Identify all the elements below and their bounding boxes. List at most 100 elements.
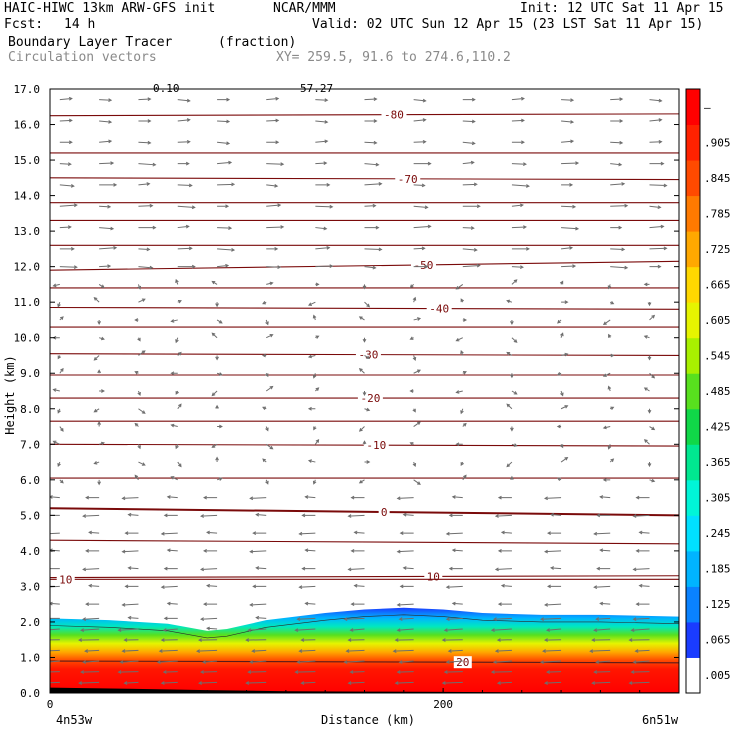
circulation-vector-4-4 [217,182,236,187]
circulation-vector-11-26 [547,584,562,589]
circulation-vector-0-21 [50,495,60,499]
circulation-vector-8-32 [398,660,414,664]
circulation-vector-12-25 [596,566,611,571]
circulation-vector-7-7 [364,247,383,252]
circulation-vector-7-2 [364,140,378,145]
circulation-vector-9-26 [445,585,463,589]
circulation-vector-6-27 [304,601,316,606]
contour-label-14: -10 [366,439,386,452]
circulation-vector-1-16 [93,408,100,413]
circulation-vector-1-3 [99,161,115,165]
circulation-vector-0-28 [50,617,60,619]
circulation-vector-3-2 [177,139,191,144]
colorbar-label-6: .365 [704,456,731,469]
circulation-vector-11-4 [561,183,574,187]
circulation-vector-10-2 [511,140,525,145]
circulation-vector-2-18 [137,444,141,450]
circulation-vector-4-13 [215,355,219,361]
circulation-vector-8-27 [396,602,414,607]
circulation-vector-6-7 [315,246,331,250]
circulation-vector-8-7 [413,246,426,251]
circulation-vector-11-8 [561,264,577,269]
circulation-vector-1-34 [78,681,100,685]
circulation-vector-7-26 [353,583,365,588]
circulation-vector-2-5 [138,203,154,208]
circulation-vector-11-25 [550,566,562,570]
circulation-vector-12-24 [599,548,611,553]
x-tick-label-0: 0 [47,698,54,711]
circulation-vector-3-32 [156,660,178,664]
circulation-vector-3-10 [177,299,182,304]
circulation-vector-7-15 [362,391,367,397]
init-time: Init: 12 UTC Sat 11 Apr 15 [520,1,724,16]
circulation-vector-13-0 [649,98,663,103]
circulation-vector-9-17 [462,422,467,427]
circulation-vector-11-29 [546,628,562,632]
circulation-vector-13-1 [649,118,663,122]
circulation-vector-12-27 [599,601,611,606]
circulation-vector-9-3 [462,160,475,165]
colorbar-swatch-0 [686,657,700,694]
colorbar-label-5: .305 [704,492,731,505]
contour-label-bg-19 [56,573,75,586]
circulation-vector-5-18 [265,443,274,450]
colorbar-label-10: .605 [704,314,731,327]
circulation-vector-7-14 [358,368,365,374]
circulation-vector-12-23 [593,531,611,536]
circulation-vector-5-14 [265,372,269,378]
circulation-vector-12-33 [593,670,611,674]
circulation-vector-0-30 [50,639,60,641]
circulation-vector-10-5 [511,203,524,208]
circulation-vector-2-28 [127,615,139,620]
circulation-vector-8-30 [394,638,414,642]
circulation-vector-10-30 [496,638,512,642]
circulation-vector-0-16 [57,408,61,414]
circulation-vector-0-0 [59,96,73,101]
circulation-vector-8-4 [413,183,426,188]
circulation-vector-3-9 [175,278,179,285]
circulation-vector-1-26 [88,583,100,588]
model-title: HAIC-HIWC 13km ARW-GFS init [4,1,216,16]
circulation-vector-9-10 [460,298,464,303]
circulation-vector-1-9 [98,283,105,288]
y-tick-label-3: 3.0 [20,580,40,593]
circulation-vector-9-34 [441,681,463,685]
contour-label-6: -50 [414,259,434,272]
circulation-vector-6-18 [314,438,320,445]
colorbar-label-2: .125 [704,598,731,611]
circulation-vector-3-22 [163,513,178,518]
circulation-vector-11-23 [547,531,562,535]
colorbar-label-4: .245 [704,527,731,540]
circulation-vector-0-34 [50,681,60,684]
circulation-vector-0-1 [59,118,73,123]
circulation-vector-0-17 [59,426,64,432]
circulation-vector-10-4 [511,184,530,188]
circulation-vector-4-22 [200,514,218,518]
temperature-contour-18 [50,575,679,579]
circulation-vector-11-10 [561,300,569,305]
circulation-vector-3-13 [177,351,182,356]
circulation-vector-11-30 [544,638,562,642]
circulation-vector-1-19 [93,461,100,465]
circulation-vector-12-3 [610,162,623,167]
circulation-vector-10-31 [494,649,512,653]
circulation-vector-13-5 [649,205,662,210]
circulation-vector-5-31 [251,649,267,653]
circulation-vector-7-27 [350,602,365,607]
circulation-vector-4-27 [203,602,218,607]
circulation-vector-0-15 [52,388,60,392]
circulation-vector-5-1 [266,118,280,123]
circulation-vector-0-7 [59,247,75,251]
circulation-vector-4-12 [211,332,218,339]
circulation-vector-6-13 [307,354,316,359]
circulation-vector-6-16 [307,406,316,411]
circulation-vector-8-23 [399,531,414,535]
circulation-vector-11-20 [556,477,562,482]
circulation-vector-9-25 [448,566,463,571]
circulation-vector-8-8 [413,264,429,269]
circulation-vector-7-10 [364,301,371,308]
circulation-vector-6-28 [296,617,316,621]
circulation-vector-9-18 [455,442,463,447]
circulation-vector-0-29 [50,628,60,631]
